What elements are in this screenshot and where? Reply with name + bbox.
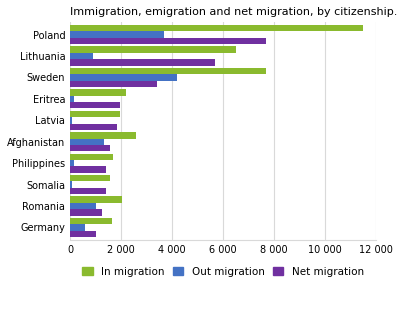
- Bar: [70, 209, 102, 216]
- Bar: [70, 74, 177, 81]
- Bar: [70, 46, 236, 53]
- Bar: [70, 154, 114, 160]
- Bar: [70, 59, 216, 66]
- Bar: [70, 139, 104, 145]
- Bar: [70, 145, 110, 151]
- Bar: [70, 81, 157, 87]
- Bar: [70, 124, 117, 130]
- Bar: [70, 181, 72, 188]
- Bar: [70, 160, 74, 166]
- Bar: [70, 117, 72, 124]
- Bar: [70, 188, 106, 194]
- Legend: In migration, Out migration, Net migration: In migration, Out migration, Net migrati…: [80, 264, 366, 279]
- Bar: [70, 166, 106, 173]
- Bar: [70, 38, 266, 44]
- Bar: [70, 68, 266, 74]
- Bar: [70, 203, 96, 209]
- Bar: [70, 132, 136, 139]
- Bar: [70, 25, 363, 31]
- Bar: [70, 231, 96, 237]
- Bar: [70, 111, 120, 117]
- Text: Immigration, emigration and net migration, by citizenship. 2010: Immigration, emigration and net migratio…: [70, 7, 400, 17]
- Bar: [70, 224, 85, 231]
- Bar: [70, 53, 93, 59]
- Bar: [70, 102, 120, 108]
- Bar: [70, 218, 112, 224]
- Bar: [70, 175, 110, 181]
- Bar: [70, 89, 126, 96]
- Bar: [70, 96, 74, 102]
- Bar: [70, 196, 122, 203]
- Bar: [70, 31, 164, 38]
